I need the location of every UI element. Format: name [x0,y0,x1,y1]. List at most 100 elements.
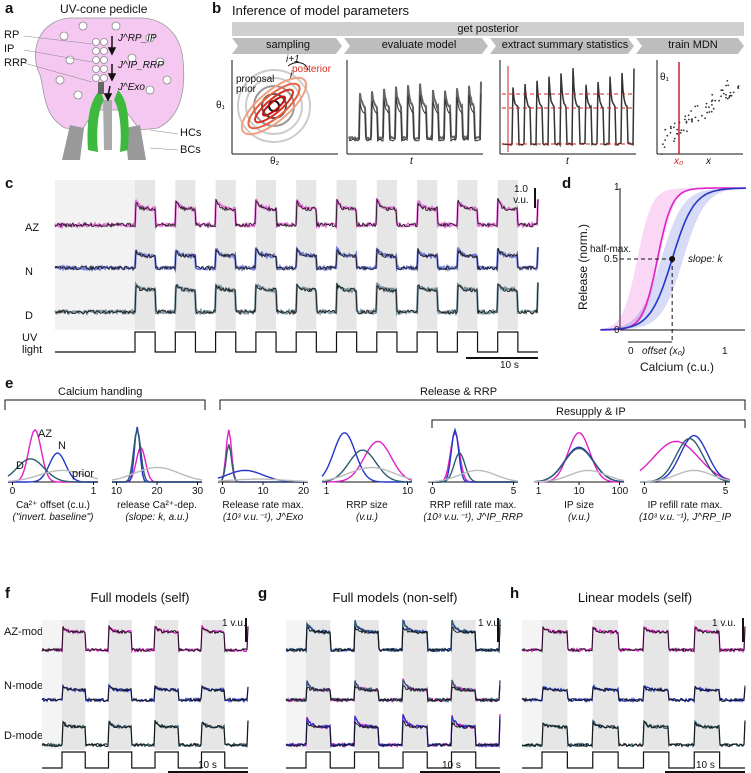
e-axis-label: (10³ v.u.⁻¹), J^IP_RRP [423,512,523,523]
e-tick-label: 30 [191,486,204,497]
e-tick-label: 5 [510,486,517,497]
panel-label-b: b [212,0,222,17]
e-posterior-curve [217,478,309,483]
mdn-sample-dot [727,84,730,87]
data-trace [285,625,501,653]
evaluate-inset [346,60,483,155]
light-on-shade [417,180,438,330]
bipolar-cell-right [125,125,146,160]
mdn-sample-dot [710,110,713,113]
posterior-histograms-e [7,426,731,485]
e-axis-label: RRP size [346,500,388,511]
bipolar-dendrite [103,100,112,150]
mdn-sample-dot [725,84,727,87]
e-posterior-curve [428,452,518,483]
data-trace [521,685,746,703]
scale-y-c: 1.0 v.u. [513,184,529,206]
d-ytick-1: 1 [614,182,620,193]
d-halfmax-point [669,256,676,262]
e-tick-label: 10 [110,486,123,497]
e-tick-label: 0 [9,486,16,497]
data-trace [285,685,501,703]
scale-x-f: 10 s [198,760,217,771]
baseline-shade [286,620,306,750]
e-axis-label: (slope: k, a.u.) [125,512,189,523]
scale-y-f: 1 v.u. [222,618,246,629]
mdn-sample-dot [720,95,722,98]
row-label-az: AZ [25,222,40,234]
light-on-shade [201,620,225,750]
e-posterior-curve [640,434,731,483]
mdn-sample-dot [690,118,693,121]
mdn-sample-dot [673,126,675,129]
e-posterior-curve [321,432,412,483]
mdn-inset [656,60,743,155]
mdn-sample-dot [687,118,690,121]
mdn-sample-dot [664,139,667,141]
label-hcs: HCs [180,127,202,139]
e-tick-label: 0 [219,486,226,497]
mdn-sample-dot [711,93,714,96]
e-tick-label: 0 [429,486,436,497]
panel-label-a: a [5,0,14,17]
e-axis-label: (v.u.) [355,512,379,523]
horizontal-cell-left [87,90,104,152]
mdn-sample-dot [676,132,678,135]
mdn-sample-dot [722,92,725,95]
e-posterior-curve [428,431,518,483]
label-bcs: BCs [180,144,201,156]
mdn-sample-dot [690,110,692,112]
mdn-sample-dot [687,114,690,117]
mdn-sample-dot [720,89,723,92]
mdn-sample-dot [737,85,740,87]
e-tick-label: 100 [611,486,629,497]
bipolar-cell-left [62,125,84,160]
label-theta1: θ₁ [216,100,225,111]
data-trace [521,720,746,748]
e-posterior-curve [111,466,203,481]
d-xlabel: Calcium (c.u.) [640,360,715,374]
mdn-sample-dot [666,134,669,137]
uv-light-label: UV light [22,332,43,356]
e-posterior-curve [321,449,413,483]
mdn-sample-dot [669,131,672,134]
mdn-sample-dot [705,106,707,108]
mdn-sample-dot [684,118,686,121]
d-ytick-0: 0 [614,325,620,336]
d-xtick-1: 1 [722,346,728,357]
mdn-sample-dot [686,130,688,133]
mdn-sample-dot [684,115,687,118]
e-posterior-curve [533,469,625,483]
e-axis-label: (10³ v.u.⁻¹), J^RP_IP [638,512,732,523]
mdn-sample-dot [670,127,672,130]
label-theta2: θ₂ [270,156,280,167]
title-f: Full models (self) [90,590,190,605]
e-axis-label: ("invert. baseline") [12,512,94,523]
scale-x-c: 10 s [500,360,519,371]
row-label-d: D [25,310,33,322]
inference-title: Inference of model parameters [232,3,410,18]
mdn-sample-dot [708,106,710,109]
mdn-sample-dot [669,125,672,128]
panel-label-c: c [5,175,14,192]
mdn-sample-dot [694,105,697,108]
vesicle-pool [55,21,172,100]
light-on-shade [694,620,720,750]
mdn-sample-dot [704,117,706,120]
mdn-sample-dot [706,111,709,114]
label-x: x [706,156,711,167]
scale-x-h: 10 s [696,760,715,771]
e-tick-label: 10 [401,486,414,497]
title-g: Full models (non-self) [332,590,458,605]
title-h: Linear models (self) [577,590,693,605]
pedicle-diagram [23,17,185,160]
light-on-shade [155,620,179,750]
horizontal-cell-right [114,90,129,152]
row-label-n: N [25,266,33,278]
ribbon [98,82,104,94]
row-az-model: AZ-model [4,626,52,638]
release-curve-d [600,187,746,343]
panel-label-e: e [5,375,14,392]
mdn-sample-dot [673,140,675,143]
uv-stimulus [55,331,538,353]
